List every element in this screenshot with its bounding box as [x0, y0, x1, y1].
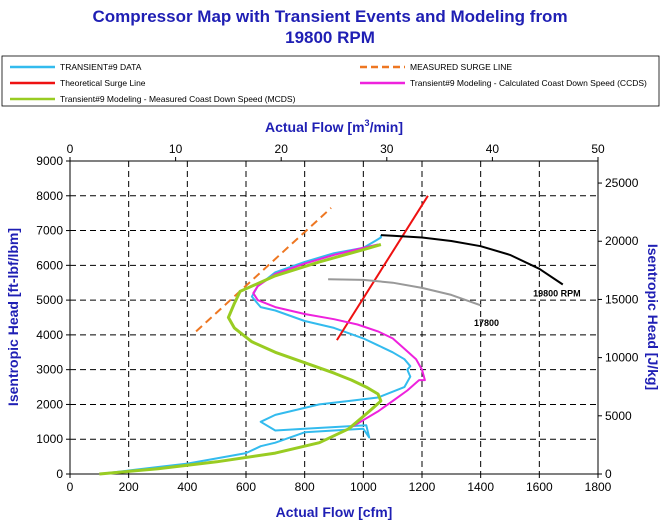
y-tick-label: 6000 [36, 258, 63, 272]
y-tick-label: 4000 [36, 328, 63, 342]
legend-label-2: MEASURED SURGE LINE [410, 62, 512, 72]
x-tick-label: 1400 [467, 480, 494, 494]
x-tick-label: 1000 [350, 480, 377, 494]
x2-tick-label: 0 [67, 142, 74, 156]
y2-axis-label: Isentropic Head [J/kg] [645, 244, 661, 390]
series-line-3 [336, 195, 429, 341]
x-tick-label: 1200 [409, 480, 436, 494]
y-tick-label: 0 [56, 467, 63, 481]
x2-tick-label: 30 [380, 142, 394, 156]
series-line-7 [328, 278, 482, 307]
x-tick-label: 800 [295, 480, 315, 494]
chart-legend: TRANSIENT#9 DATA MEASURED SURGE LINE Theor… [1, 55, 660, 107]
y2-tick-label: 20000 [605, 234, 639, 248]
series-annotation-1: 19800 RPM [533, 289, 581, 299]
x-tick-label: 1600 [526, 480, 553, 494]
legend-label-5: Transient#9 Modeling - Measured Coast Do… [60, 94, 296, 104]
y2-tick-label: 5000 [605, 409, 632, 423]
y-tick-label: 1000 [36, 432, 63, 446]
series-line-5 [99, 243, 383, 476]
x-axis-label: Actual Flow [cfm] [276, 504, 393, 520]
x2-axis-label-sup: 3 [365, 118, 370, 128]
series-annotation-2: 17800 [474, 318, 499, 328]
y-tick-label: 2000 [36, 397, 63, 411]
tick-labels: 0 200 400 600 800 1000 1200 1400 1600 18000100020… [36, 142, 638, 494]
x-tick-label: 600 [236, 480, 256, 494]
y2-tick-label: 25000 [605, 176, 639, 190]
y-tick-label: 8000 [36, 189, 63, 203]
y-tick-label: 7000 [36, 224, 63, 238]
plot-area-border [69, 160, 599, 475]
legend-label-4: Transient#9 Modeling - Calculated Coast … [410, 78, 647, 88]
x2-axis-label-prefix: Actual Flow [m [265, 119, 365, 135]
y-tick-label: 5000 [36, 293, 63, 307]
x2-axis-label: Actual Flow [m3/min] [265, 118, 403, 135]
y-tick-label: 9000 [36, 154, 63, 168]
series-line-2 [195, 207, 332, 333]
x2-tick-label: 10 [169, 142, 183, 156]
y2-tick-label: 0 [605, 467, 612, 481]
legend-label-1: TRANSIENT#9 DATA [60, 62, 142, 72]
legend-box [1, 55, 660, 107]
y-tick-label: 3000 [36, 363, 63, 377]
chart-title-line1: Compressor Map with Transient Events and… [92, 7, 567, 26]
y2-tick-label: 15000 [605, 292, 639, 306]
x2-axis-label-suffix: /min] [370, 119, 403, 135]
x-tick-label: 0 [67, 480, 74, 494]
x-tick-label: 200 [119, 480, 139, 494]
series-line-6 [380, 234, 564, 286]
plot-grid [70, 161, 598, 474]
x2-tick-label: 20 [275, 142, 289, 156]
x-tick-label: 400 [177, 480, 197, 494]
legend-label-3: Theoretical Surge Line [60, 78, 146, 88]
x-tick-label: 1800 [585, 480, 612, 494]
x2-tick-label: 50 [591, 142, 605, 156]
y-axis-label: Isentropic Head [ft-lbf/lbm] [5, 228, 21, 406]
chart-title-line2: 19800 RPM [285, 28, 375, 47]
series-layer: 19800 RPM 17800 [99, 195, 581, 476]
x2-tick-label: 40 [486, 142, 500, 156]
y2-tick-label: 10000 [605, 351, 639, 365]
